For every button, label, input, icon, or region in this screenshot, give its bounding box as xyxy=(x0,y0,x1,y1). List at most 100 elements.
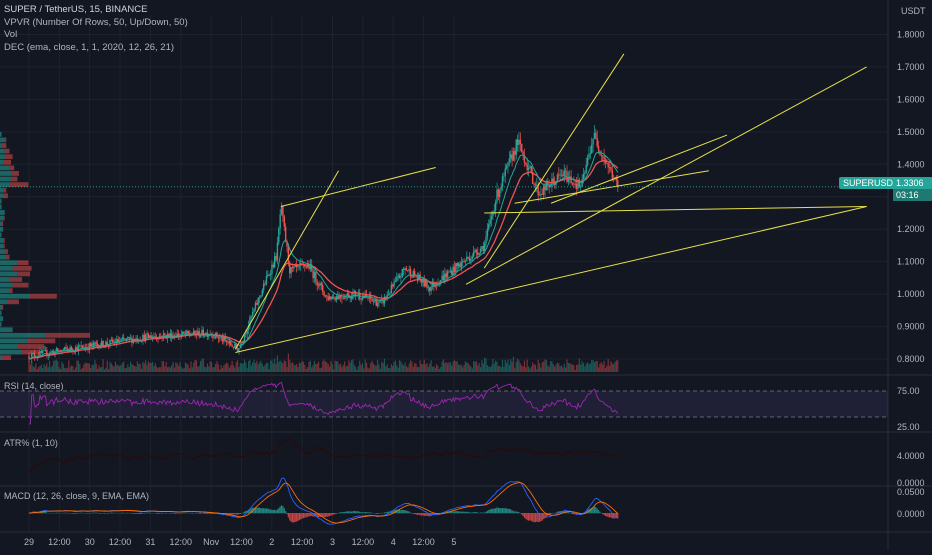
candle-body xyxy=(285,227,286,242)
volume-bar xyxy=(266,363,267,372)
macd-hist-bar xyxy=(282,506,283,513)
macd-hist-bar xyxy=(256,508,257,514)
volume-bar xyxy=(376,366,377,372)
volume-bar xyxy=(50,367,51,372)
candle-body xyxy=(378,301,379,304)
volume-bar xyxy=(170,367,171,372)
volume-bar xyxy=(470,366,471,372)
vpvr-bar-up xyxy=(0,232,2,237)
candle-body xyxy=(597,138,598,146)
volume-bar xyxy=(131,364,132,372)
volume-bar xyxy=(502,360,503,372)
macd-hist-bar xyxy=(550,513,551,515)
candle-body xyxy=(315,272,316,282)
candle-body xyxy=(467,257,468,258)
volume-bar xyxy=(413,367,414,372)
candle-body xyxy=(275,256,276,261)
volume-bar xyxy=(359,361,360,372)
vpvr-bar-down xyxy=(13,266,32,271)
candle-body xyxy=(601,154,602,155)
volume-bar xyxy=(297,367,298,372)
legend-vpvr[interactable]: VPVR (Number Of Rows, 50, Up/Down, 50) xyxy=(4,17,188,30)
volume-bar xyxy=(539,363,540,372)
vpvr-bar-up xyxy=(0,216,3,221)
macd-tick-0: 0.0000 xyxy=(897,509,925,519)
macd-hist-bar xyxy=(402,510,403,513)
candle-body xyxy=(473,251,474,256)
time-tick-label: 12:00 xyxy=(291,537,314,547)
volume-bar xyxy=(490,367,491,372)
volume-bar xyxy=(314,361,315,372)
vpvr-bar-up xyxy=(0,160,3,165)
vpvr-bar-up xyxy=(0,260,17,265)
candle-body xyxy=(371,299,372,301)
volume-bar xyxy=(214,367,215,372)
macd-hist-bar xyxy=(138,513,139,514)
volume-bar xyxy=(351,360,352,372)
macd-hist-bar xyxy=(274,510,275,514)
last-price-tag: 1.3306 xyxy=(893,177,932,189)
volume-bar xyxy=(540,367,541,372)
candle-body xyxy=(118,339,119,342)
volume-bar xyxy=(109,362,110,372)
macd-hist-bar xyxy=(236,513,237,514)
candle-body xyxy=(425,280,426,286)
symbol-title[interactable]: SUPER / TetherUS, 15, BINANCE xyxy=(4,4,188,17)
rsi-label[interactable]: RSI (14, close) xyxy=(4,381,64,391)
candle-body xyxy=(500,187,501,190)
candle-body xyxy=(376,300,377,306)
volume-bar xyxy=(322,361,323,372)
candle-body xyxy=(245,334,246,335)
candle-body xyxy=(97,344,98,345)
candle-body xyxy=(146,333,147,334)
volume-bar xyxy=(296,364,297,372)
macd-hist-bar xyxy=(157,513,158,514)
macd-hist-bar xyxy=(417,513,418,515)
candle-body xyxy=(525,163,526,165)
macd-hist-bar xyxy=(238,513,239,514)
candle-body xyxy=(226,340,227,342)
candle-body xyxy=(407,270,408,271)
legend-dec[interactable]: DEC (ema, close, 1, 1, 2020, 12, 26, 21) xyxy=(4,42,188,55)
volume-bar xyxy=(210,361,211,372)
time-tick-label: 12:00 xyxy=(48,537,71,547)
volume-bar xyxy=(174,368,175,372)
macd-hist-bar xyxy=(123,513,124,514)
volume-bar xyxy=(448,362,449,372)
volume-bar xyxy=(64,368,65,372)
atr-label[interactable]: ATR% (1, 10) xyxy=(4,438,58,448)
volume-bar xyxy=(193,363,194,372)
candle-body xyxy=(527,164,528,170)
volume-bar xyxy=(366,363,367,372)
volume-bar xyxy=(384,359,385,372)
legend-vol[interactable]: Vol xyxy=(4,29,188,42)
candle-body xyxy=(469,258,470,261)
vpvr-bar-down xyxy=(22,350,39,355)
macd-label[interactable]: MACD (12, 26, close, 9, EMA, EMA) xyxy=(4,491,149,501)
volume-bar xyxy=(240,363,241,372)
volume-bar xyxy=(281,362,282,372)
macd-hist-bar xyxy=(480,513,481,514)
volume-bar xyxy=(463,365,464,372)
price-tick-label: 1.7000 xyxy=(897,62,925,72)
vpvr-bar-up xyxy=(0,244,3,249)
volume-bar xyxy=(230,365,231,372)
candle-body xyxy=(325,295,326,296)
volume-bar xyxy=(498,366,499,372)
volume-bar xyxy=(396,365,397,372)
volume-bar xyxy=(562,368,563,372)
candle-body xyxy=(330,296,331,299)
volume-bar xyxy=(542,362,543,372)
candle-body xyxy=(69,347,70,351)
candle-body xyxy=(536,185,537,186)
volume-bar xyxy=(48,367,49,372)
volume-bar xyxy=(260,361,261,372)
volume-bar xyxy=(521,366,522,372)
candle-body xyxy=(214,337,215,338)
volume-bar xyxy=(458,365,459,372)
volume-bar xyxy=(553,364,554,372)
candle-body xyxy=(478,253,479,255)
candle-body xyxy=(583,174,584,179)
